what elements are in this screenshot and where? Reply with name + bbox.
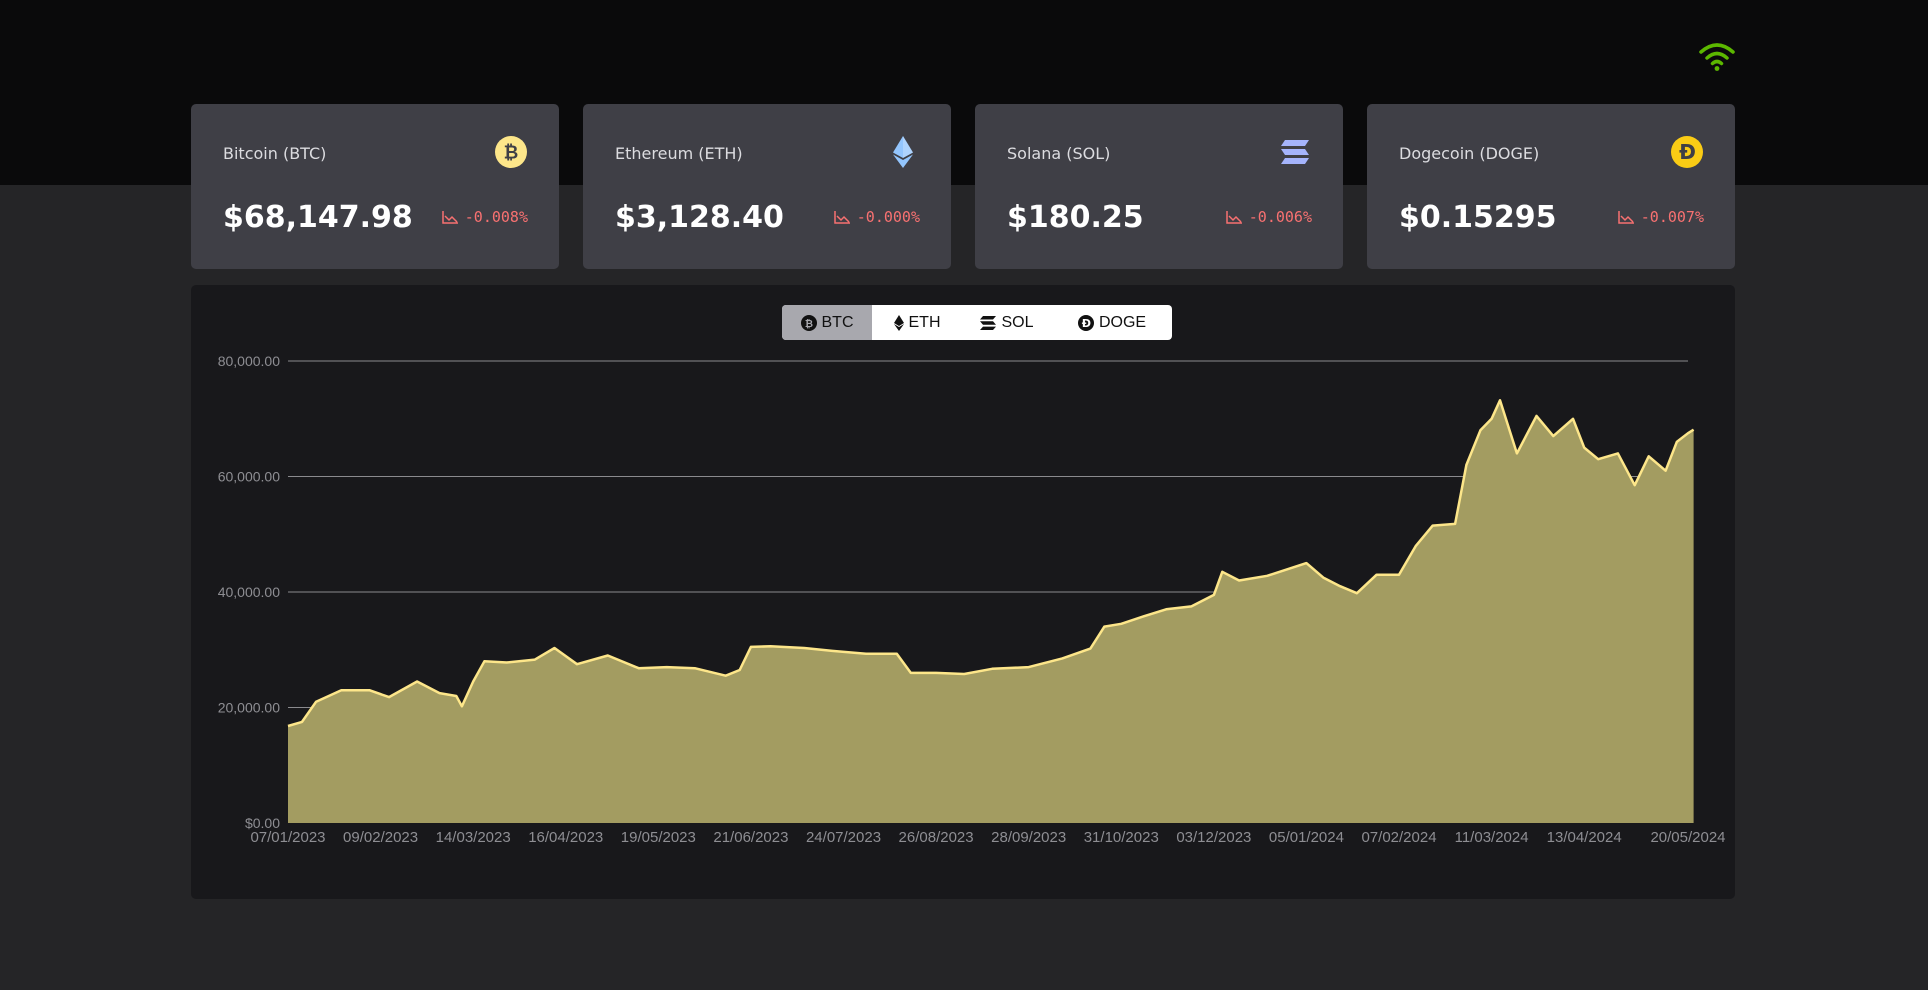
x-tick-label: 16/04/2023 [528,829,603,846]
x-tick-label: 11/03/2024 [1455,829,1529,846]
x-tick-label: 24/07/2023 [806,829,881,846]
x-tick-label: 21/06/2023 [713,829,788,846]
trending-down-icon [834,211,850,224]
trending-down-icon [1618,211,1634,224]
solana-icon [980,315,997,330]
trending-down-icon [1226,211,1242,224]
x-tick-label: 19/05/2023 [621,829,696,846]
card-name: Bitcoin (BTC) [223,144,327,163]
tab-label: SOL [1001,313,1034,331]
x-tick-label: 05/01/2024 [1269,829,1344,846]
x-tick-label: 20/05/2024 [1650,829,1725,846]
wifi-arc-outer [1699,43,1735,54]
card-change-value: -0.007% [1640,208,1704,226]
y-tick-label: $0.00 [245,815,280,831]
card-name: Ethereum (ETH) [615,144,743,163]
card-change: -0.000% [834,208,920,226]
wifi-arc-mid [1705,51,1729,60]
bitcoin-icon: ₿ [495,136,527,168]
x-tick-label: 09/02/2023 [343,829,418,846]
tab-sol[interactable]: SOL [962,305,1052,340]
card-price: $68,147.98 [223,200,413,235]
solana-icon [1281,140,1309,164]
svg-text:Ð: Ð [1082,317,1091,330]
card-change: -0.006% [1226,208,1312,226]
card-price: $180.25 [1007,200,1144,235]
chart-area-fill [288,400,1694,823]
tab-eth[interactable]: ETH [872,305,962,340]
tab-doge[interactable]: Ð DOGE [1052,305,1172,340]
card-change: -0.008% [442,208,528,226]
bitcoin-icon: ₿ [800,314,817,331]
price-card-eth[interactable]: Ethereum (ETH) $3,128.40 -0.000% [583,104,951,269]
card-change: -0.007% [1618,208,1704,226]
wifi-dot [1714,66,1720,71]
card-price: $3,128.40 [615,200,784,235]
price-card-btc[interactable]: Bitcoin (BTC) ₿ $68,147.98 -0.008% [191,104,559,269]
card-change-value: -0.006% [1248,208,1312,226]
trending-down-icon [442,211,458,224]
x-tick-label: 26/08/2023 [899,829,974,846]
price-cards: Bitcoin (BTC) ₿ $68,147.98 -0.008% Ether… [191,104,1735,269]
dogecoin-icon: Ð [1671,136,1703,168]
card-name: Solana (SOL) [1007,144,1111,163]
chart-x-axis: 07/01/2023 09/02/2023 14/03/2023 16/04/2023… [250,829,1725,846]
card-change-value: -0.008% [464,208,528,226]
ethereum-icon [893,314,904,331]
svg-text:Ð: Ð [1679,140,1696,164]
svg-text:₿: ₿ [504,143,519,164]
chart-y-axis: $0.00 20,000.00 40,000.00 60,000.00 80,000.0… [218,353,280,831]
card-price: $0.15295 [1399,200,1557,235]
y-tick-label: 20,000.00 [218,700,280,716]
x-tick-label: 31/10/2023 [1084,829,1159,846]
ethereum-icon [893,136,913,168]
dogecoin-icon: Ð [1077,314,1094,331]
price-card-doge[interactable]: Dogecoin (DOGE) Ð $0.15295 -0.007% [1367,104,1735,269]
svg-text:₿: ₿ [804,318,812,330]
x-tick-label: 28/09/2023 [991,829,1066,846]
coin-tabs: ₿ BTC ETH SOL Ð DOGE [782,305,1172,340]
wifi-icon [1699,43,1735,71]
tab-btc[interactable]: ₿ BTC [782,305,872,340]
x-tick-label: 07/02/2024 [1361,829,1436,846]
x-tick-label: 03/12/2023 [1176,829,1251,846]
x-tick-label: 07/01/2023 [250,829,325,846]
tab-label: BTC [821,313,854,331]
price-card-sol[interactable]: Solana (SOL) $180.25 -0.006% [975,104,1343,269]
y-tick-label: 80,000.00 [218,353,280,369]
x-tick-label: 14/03/2023 [436,829,511,846]
y-tick-label: 40,000.00 [218,584,280,600]
x-tick-label: 13/04/2024 [1547,829,1622,846]
chart-series-line-btc [287,399,1695,728]
tab-label: ETH [908,313,941,331]
card-change-value: -0.000% [856,208,920,226]
y-tick-label: 60,000.00 [218,469,280,485]
tab-label: DOGE [1098,313,1147,331]
wifi-arc-inner [1710,59,1724,66]
card-name: Dogecoin (DOGE) [1399,144,1540,163]
